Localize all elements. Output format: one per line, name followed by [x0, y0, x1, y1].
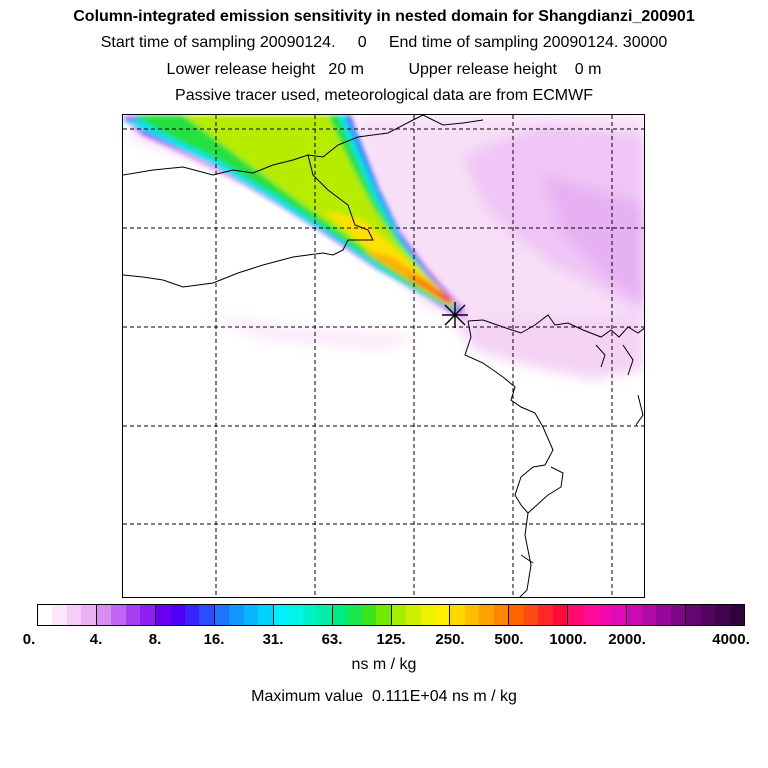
colorbar-tick-label: 250.: [435, 631, 465, 648]
colorbar-units: ns m / kg: [351, 656, 417, 673]
colorbar-tick-label: 16.: [203, 631, 225, 648]
colorbar-swatch: [96, 605, 112, 625]
colorbar-segment-9: [567, 605, 627, 625]
colorbar-tick-label: 4.: [89, 631, 103, 648]
colorbar-segment-2: [154, 605, 214, 625]
colorbar: [37, 604, 745, 626]
colorbar-swatch: [347, 605, 362, 625]
colorbar-swatch: [81, 605, 96, 625]
colorbar-swatch: [125, 605, 141, 625]
chart-title: Column-integrated emission sensitivity i…: [73, 8, 695, 25]
colorbar-tick-label: 63.: [321, 631, 343, 648]
colorbar-swatch: [66, 605, 82, 625]
colorbar-swatch: [273, 605, 289, 625]
colorbar-swatch: [686, 605, 701, 625]
colorbar-segment-0: [38, 605, 96, 625]
colorbar-swatch: [538, 605, 553, 625]
colorbar-swatch: [611, 605, 627, 625]
colorbar-swatch: [479, 605, 494, 625]
colorbar-tick-label: 500.: [494, 631, 524, 648]
colorbar-segment-11: [685, 605, 745, 625]
coastline-borders: [123, 115, 644, 597]
colorbar-segment-6: [390, 605, 450, 625]
colorbar-swatch: [214, 605, 230, 625]
colorbar-segment-10: [626, 605, 686, 625]
colorbar-swatch: [552, 605, 568, 625]
colorbar-swatch: [509, 605, 524, 625]
lat-lon-grid: [123, 115, 644, 597]
tracer-info-line: Passive tracer used, meteorological data…: [175, 87, 593, 104]
station-cross-icon: [442, 302, 468, 328]
colorbar-swatch: [597, 605, 612, 625]
colorbar-swatch: [493, 605, 509, 625]
colorbar-swatch: [450, 605, 465, 625]
colorbar-swatch: [52, 605, 67, 625]
colorbar-swatch: [38, 605, 53, 625]
colorbar-segment-1: [95, 605, 155, 625]
colorbar-swatch: [464, 605, 480, 625]
colorbar-swatch: [199, 605, 214, 625]
colorbar-tick-label: 4000.: [712, 631, 750, 648]
colorbar-swatch: [641, 605, 657, 625]
colorbar-swatch: [523, 605, 539, 625]
colorbar-swatch: [406, 605, 421, 625]
colorbar-swatch: [627, 605, 642, 625]
release-height-line: Lower release height 20 m Upper release …: [166, 61, 602, 78]
sampling-time-line: Start time of sampling 20090124. 0 End t…: [100, 34, 668, 51]
colorbar-swatch: [568, 605, 583, 625]
colorbar-tick-label: 1000.: [549, 631, 587, 648]
colorbar-swatch: [302, 605, 318, 625]
colorbar-swatch: [715, 605, 730, 625]
colorbar-tick-label: 8.: [148, 631, 162, 648]
colorbar-swatch: [434, 605, 450, 625]
colorbar-swatch: [729, 605, 745, 625]
colorbar-tick-label: 2000.: [608, 631, 646, 648]
colorbar-swatch: [155, 605, 171, 625]
colorbar-swatch: [184, 605, 200, 625]
colorbar-segment-7: [449, 605, 509, 625]
colorbar-tick-label: 0.: [22, 631, 36, 648]
colorbar-swatch: [391, 605, 407, 625]
colorbar-segment-4: [272, 605, 332, 625]
sensitivity-map: [122, 114, 645, 598]
maximum-value-label: Maximum value 0.111E+04 ns m / kg: [251, 688, 517, 705]
colorbar-swatch: [582, 605, 598, 625]
colorbar-swatch: [229, 605, 244, 625]
colorbar-swatch: [288, 605, 303, 625]
colorbar-segment-3: [213, 605, 273, 625]
colorbar-swatch: [700, 605, 716, 625]
colorbar-swatch: [376, 605, 391, 625]
colorbar-swatch: [332, 605, 348, 625]
map-drawing: [123, 115, 644, 597]
colorbar-swatch: [111, 605, 126, 625]
colorbar-tick-label: 31.: [262, 631, 284, 648]
colorbar-swatch: [317, 605, 332, 625]
colorbar-swatch: [361, 605, 377, 625]
colorbar-swatch: [243, 605, 259, 625]
colorbar-swatch: [170, 605, 185, 625]
colorbar-swatch: [140, 605, 155, 625]
colorbar-segment-8: [508, 605, 568, 625]
colorbar-swatch: [656, 605, 671, 625]
colorbar-segment-5: [331, 605, 391, 625]
emission-plume: [123, 115, 468, 321]
colorbar-swatch: [670, 605, 686, 625]
colorbar-swatch: [258, 605, 273, 625]
colorbar-swatch: [420, 605, 435, 625]
colorbar-tick-label: 125.: [376, 631, 406, 648]
